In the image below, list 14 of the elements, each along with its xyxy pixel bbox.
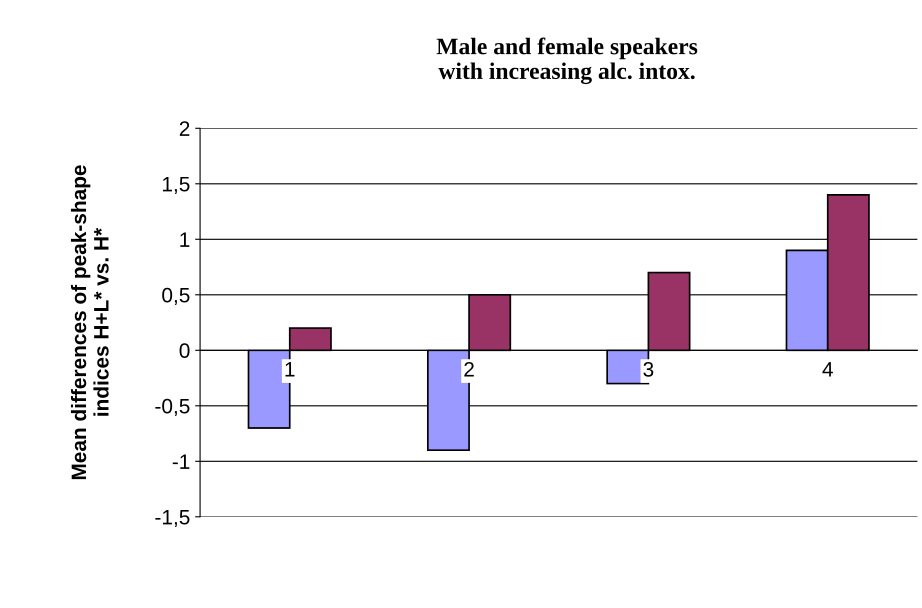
y-tick-label: -0,5: [155, 398, 190, 416]
x-tick-label: 1: [286, 362, 295, 376]
x-tick-label: 2: [464, 362, 474, 376]
y-axis-title: Mean differences of peak-shape indices H+L* vs. H*: [70, 165, 109, 480]
y-tick-label: 1,5: [162, 177, 190, 194]
y-tick-label: 2: [180, 121, 190, 136]
y-tick-label: 1: [180, 232, 190, 247]
x-tick-label: 3: [643, 362, 654, 377]
y-tick-label: 0: [180, 343, 190, 358]
y-tick-label: -1: [172, 454, 190, 469]
chart-title: Male and female speakers with increasing alc. intox.: [436, 38, 698, 84]
y-tick-label: 0,5: [162, 288, 190, 306]
x-tick-label: 4: [822, 362, 833, 376]
y-tick-label: -1,5: [155, 510, 190, 528]
